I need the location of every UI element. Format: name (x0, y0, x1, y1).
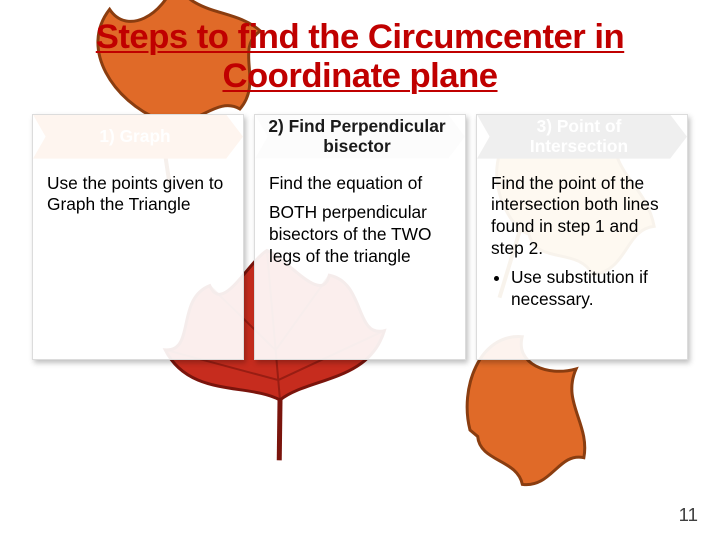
title-line-1: Steps to find the Circumcenter in (96, 18, 624, 56)
step-1-body: Use the points given to Graph the Triang… (33, 159, 243, 359)
step-2-column: 2) Find Perpendicular bisector Find the … (254, 114, 466, 360)
step-2-text-2: BOTH perpendicular bisectors of the TWO … (269, 202, 451, 267)
step-2-header-label: 2) Find Perpendicular bisector (265, 117, 449, 157)
step-1-column: 1) Graph Use the points given to Graph t… (32, 114, 244, 360)
step-3-header-label: 3) Point of Intersection (487, 117, 671, 157)
step-3-text: Find the point of the intersection both … (491, 173, 673, 260)
step-2-text-1: Find the equation of (269, 173, 451, 195)
step-1-header-label: 1) Graph (99, 127, 170, 147)
step-2-header: 2) Find Perpendicular bisector (255, 115, 465, 159)
step-2-body: Find the equation of BOTH perpendicular … (255, 159, 465, 359)
steps-row: 1) Graph Use the points given to Graph t… (0, 96, 720, 360)
step-1-text: Use the points given to Graph the Triang… (47, 173, 229, 216)
step-3-bullets: Use substitution if necessary. (491, 267, 673, 310)
step-3-header: 3) Point of Intersection (477, 115, 687, 159)
step-3-column: 3) Point of Intersection Find the point … (476, 114, 688, 360)
step-3-bullet-1: Use substitution if necessary. (511, 267, 673, 310)
step-1-header: 1) Graph (33, 115, 243, 159)
title-line-2: Coordinate plane (222, 57, 497, 95)
page-number: 11 (679, 504, 698, 526)
slide-title: Steps to find the Circumcenter in Coordi… (0, 0, 720, 96)
step-3-body: Find the point of the intersection both … (477, 159, 687, 359)
